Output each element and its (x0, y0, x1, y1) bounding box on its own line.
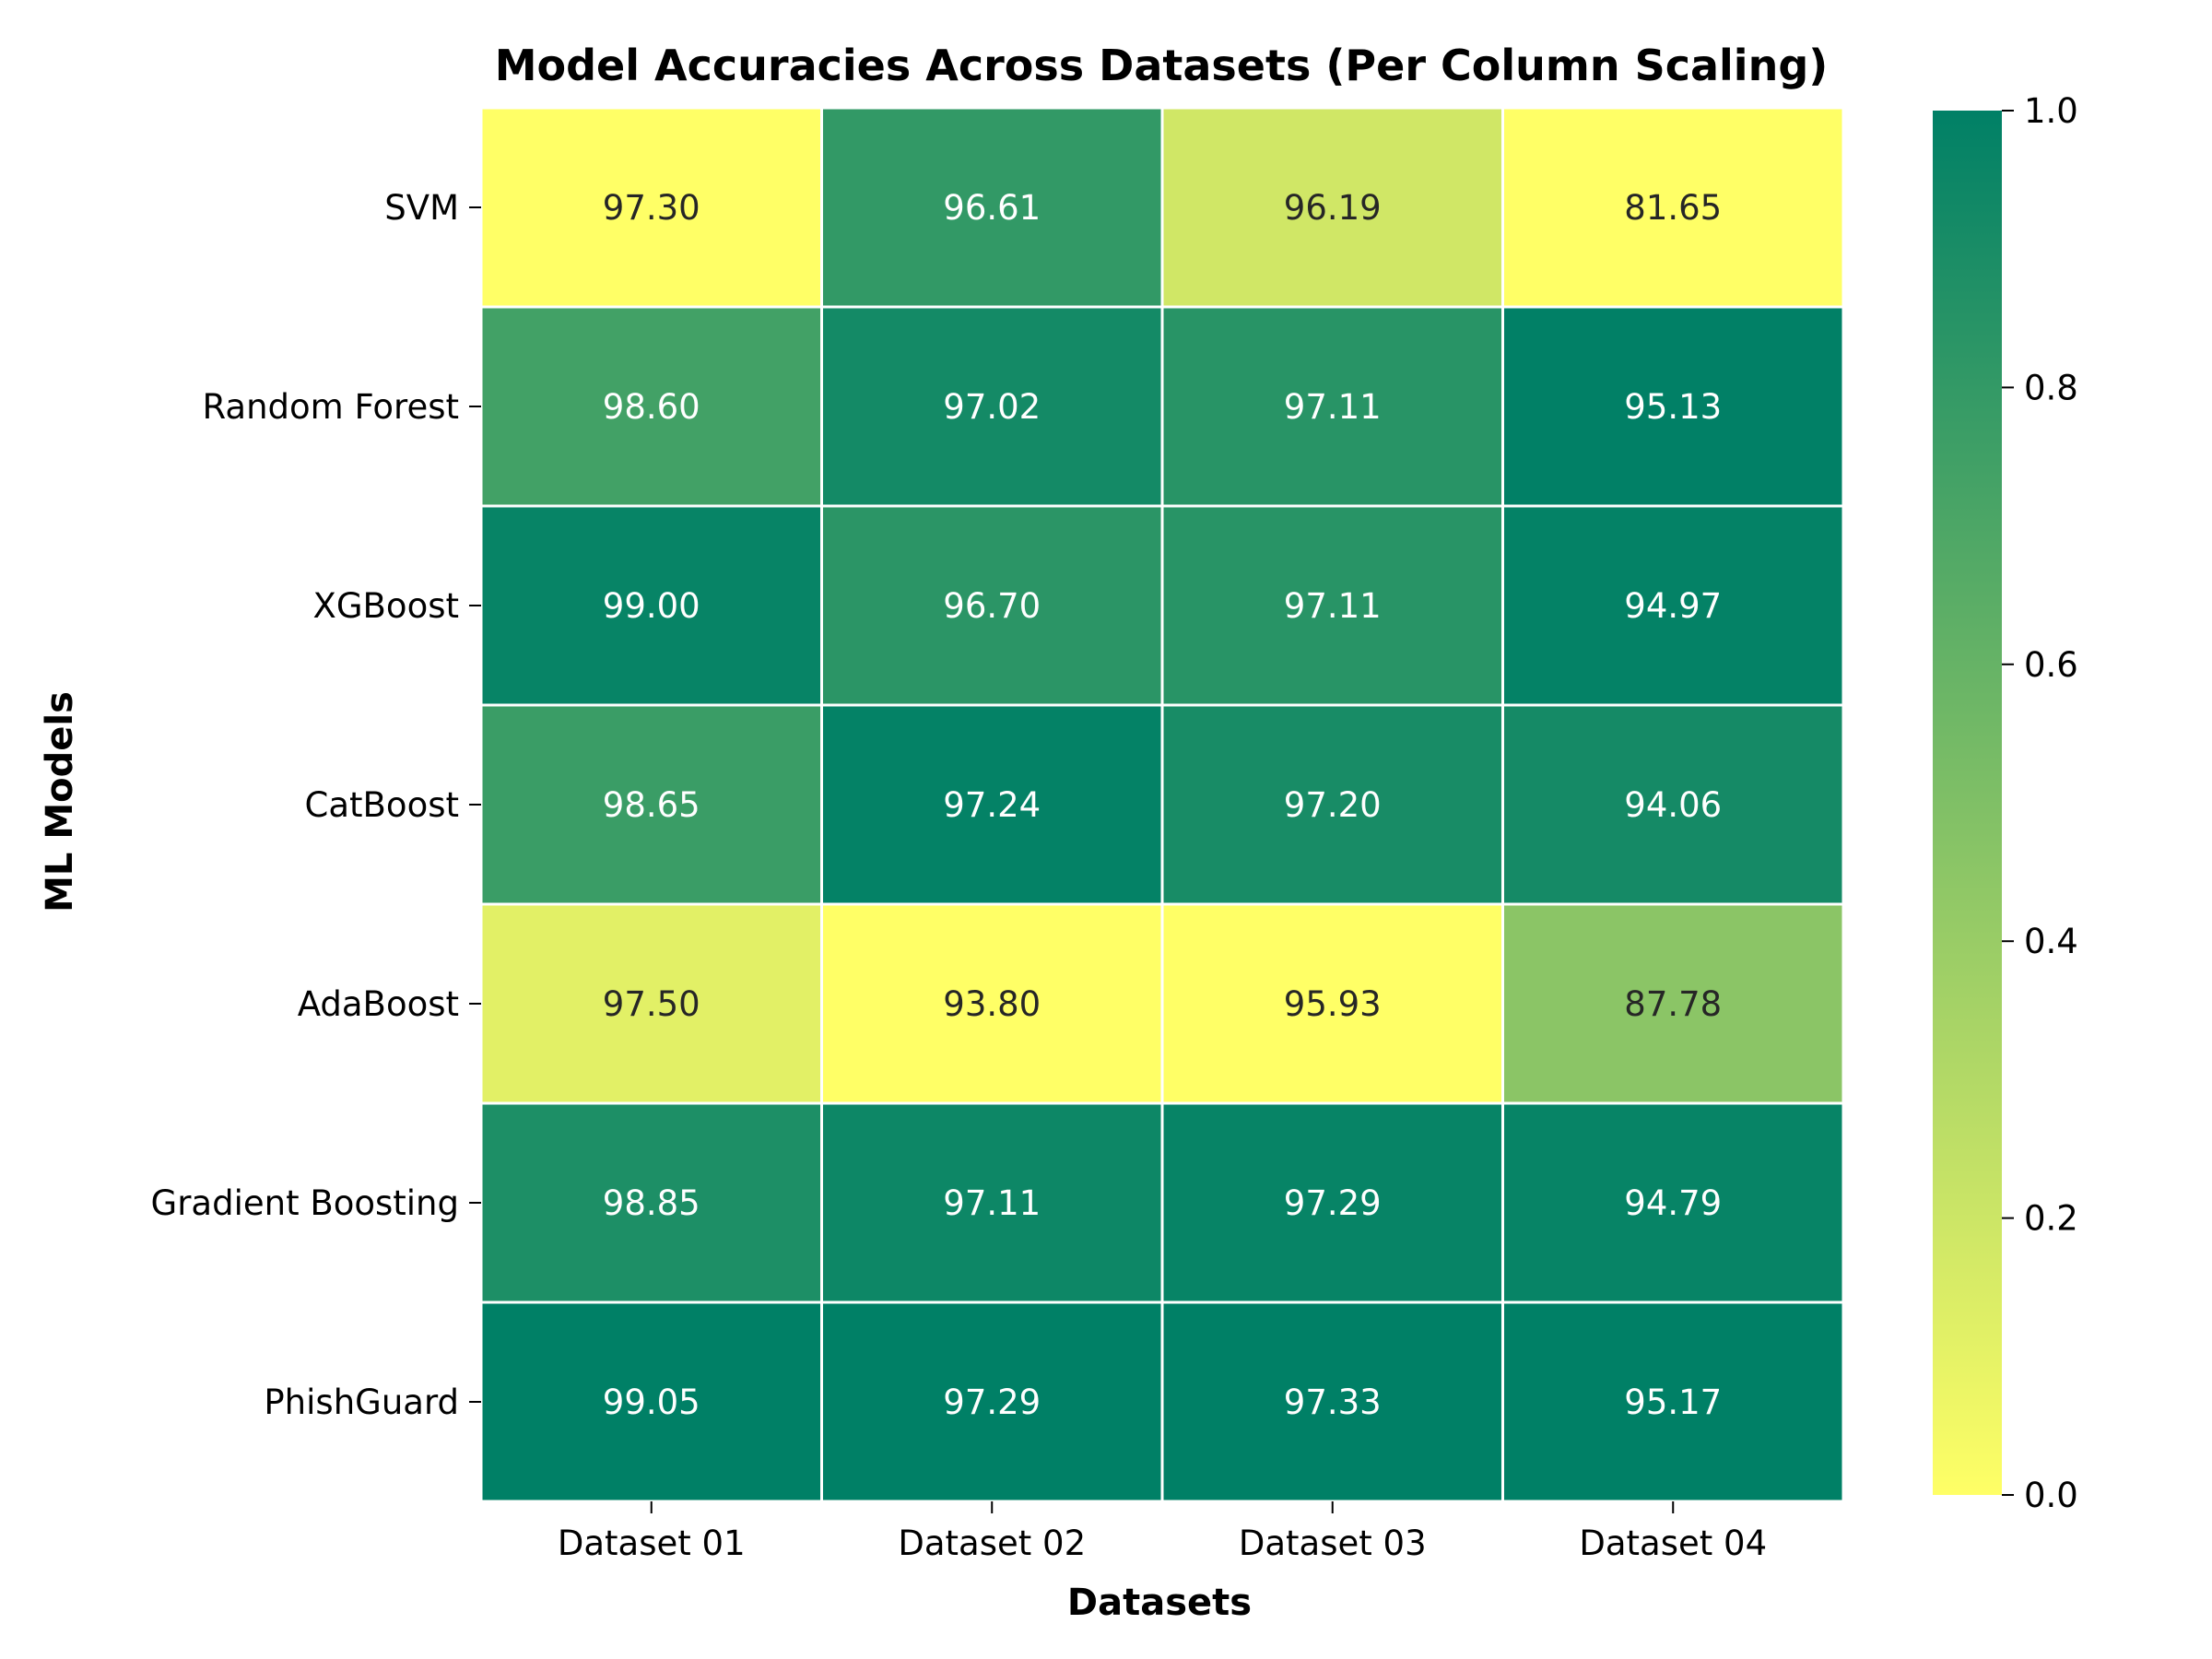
cell-value-label: 95.17 (1624, 1382, 1722, 1422)
cell-value-label: 97.11 (1284, 586, 1382, 626)
y-axis-tick-labels: SVM Random Forest XGBoost CatBoost AdaBoost G… (151, 188, 481, 1422)
heatmap-cell (1160, 902, 1504, 1105)
chart-title: Model Accuracies Across Datasets (Per Co… (495, 41, 1829, 90)
heatmap-cell (1501, 504, 1845, 707)
colorbar-tick-label: 0.8 (2024, 368, 2078, 407)
cell-value-label: 97.02 (943, 387, 1041, 427)
cell-value-label: 96.61 (943, 188, 1041, 228)
heatmap-cell (1501, 703, 1845, 906)
cell-value-label: 95.13 (1624, 387, 1722, 427)
heatmap-cell (479, 305, 823, 508)
cell-value-label: 98.60 (603, 387, 700, 427)
cell-value-label: 99.05 (603, 1382, 700, 1422)
x-axis-tick-labels: Dataset 01 Dataset 02 Dataset 03 Dataset 04 (558, 1501, 1767, 1563)
cell-value-label: 97.11 (943, 1183, 1041, 1223)
heatmap-cell (1501, 902, 1845, 1105)
cell-value-label: 97.33 (1284, 1382, 1382, 1422)
cell-value-label: 93.80 (943, 984, 1041, 1024)
y-tick-label: AdaBoost (298, 984, 459, 1024)
cell-value-label: 98.65 (603, 785, 700, 825)
heatmap-cell (1501, 1300, 1845, 1503)
cell-value-label: 97.29 (1284, 1183, 1382, 1223)
cell-value-label: 97.11 (1284, 387, 1382, 427)
heatmap-cell (1501, 106, 1845, 309)
cell-value-label: 96.19 (1284, 188, 1382, 228)
cell-value-label: 94.97 (1624, 586, 1722, 626)
heatmap-cell (820, 902, 1164, 1105)
colorbar-tick-label: 0.6 (2024, 645, 2078, 685)
cell-value-label: 97.20 (1284, 785, 1382, 825)
cell-value-label: 99.00 (603, 586, 700, 626)
colorbar-tick-label: 0.4 (2024, 922, 2078, 961)
cell-value-label: 97.30 (603, 188, 700, 228)
heatmap-cell (1160, 703, 1504, 906)
colorbar-tick-label: 0.2 (2024, 1199, 2078, 1239)
heatmap-cell (479, 106, 823, 309)
y-axis-label: ML Models (39, 691, 81, 912)
cell-value-label: 81.65 (1624, 188, 1722, 228)
heatmap-cell (1160, 106, 1504, 309)
cell-value-label: 96.70 (943, 586, 1041, 626)
cell-value-label: 97.24 (943, 785, 1041, 825)
x-tick-label: Dataset 01 (558, 1524, 746, 1563)
cell-value-label: 95.93 (1284, 984, 1382, 1024)
heatmap-cell (479, 703, 823, 906)
cell-value-label: 94.06 (1624, 785, 1722, 825)
x-tick-label: Dataset 04 (1579, 1524, 1767, 1563)
x-tick-label: Dataset 02 (898, 1524, 1086, 1563)
heatmap-cell (820, 703, 1164, 906)
heatmap-cell (820, 106, 1164, 309)
heatmap-cell (1501, 305, 1845, 508)
y-tick-label: PhishGuard (264, 1382, 459, 1422)
heatmap-cell (1501, 1101, 1845, 1304)
y-tick-label: Random Forest (203, 387, 460, 427)
heatmap-cell (820, 504, 1164, 707)
y-tick-label: SVM (384, 188, 459, 228)
colorbar-tick-label: 0.0 (2024, 1476, 2078, 1515)
cell-value-label: 94.79 (1624, 1183, 1722, 1223)
cell-value-label: 87.78 (1624, 984, 1722, 1024)
x-axis-label: Datasets (1067, 1582, 1252, 1624)
colorbar (1933, 111, 2002, 1495)
heatmap-cells: 97.30 96.61 96.19 81.65 98.60 97.02 97.11 95.13… (479, 106, 1845, 1503)
heatmap-cell (479, 1300, 823, 1503)
colorbar-ticks: 0.0 0.2 0.4 0.6 0.8 1.0 (2002, 91, 2078, 1515)
heatmap-cell (479, 902, 823, 1105)
cell-value-label: 97.50 (603, 984, 700, 1024)
heatmap-cell (479, 1101, 823, 1304)
y-tick-label: XGBoost (313, 586, 459, 626)
y-tick-label: CatBoost (305, 785, 459, 825)
colorbar-tick-label: 1.0 (2024, 91, 2078, 131)
cell-value-label: 97.29 (943, 1382, 1041, 1422)
heatmap-cell (820, 305, 1164, 508)
heatmap-cell (1160, 1101, 1504, 1304)
heatmap-cell (820, 1101, 1164, 1304)
x-tick-label: Dataset 03 (1239, 1524, 1427, 1563)
cell-value-label: 98.85 (603, 1183, 700, 1223)
y-tick-label: Gradient Boosting (151, 1183, 459, 1223)
heatmap-cell (1160, 1300, 1504, 1503)
